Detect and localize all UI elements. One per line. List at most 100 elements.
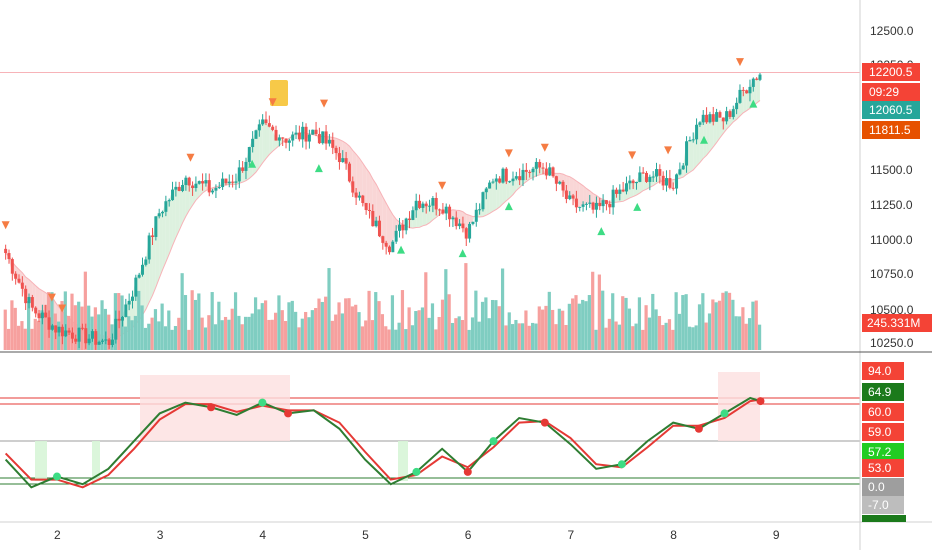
candle-body <box>538 161 542 168</box>
candle-body <box>327 139 331 144</box>
cross-dot <box>53 472 61 481</box>
oversold-zone <box>92 441 100 481</box>
band-segment <box>189 185 193 211</box>
band-segment <box>703 114 707 159</box>
candle-body <box>751 78 755 87</box>
candle-body <box>665 178 669 186</box>
volume-bar <box>704 322 708 350</box>
volume-bar <box>220 320 224 350</box>
volume-bar <box>711 299 715 350</box>
buy-signal-marker <box>314 164 323 173</box>
x-tick-label: 4 <box>259 528 266 542</box>
volume-bar <box>367 290 371 350</box>
x-tick-label: 8 <box>670 528 677 542</box>
volume-bar <box>127 316 131 350</box>
volume-bar <box>13 307 17 350</box>
volume-bar <box>247 316 251 350</box>
volume-bar <box>40 310 44 350</box>
volume-bar <box>477 321 481 350</box>
candle-body <box>221 178 225 188</box>
candle-body <box>741 89 745 91</box>
candle-body <box>491 181 495 183</box>
volume-bar <box>524 310 528 350</box>
candle-body <box>641 172 645 174</box>
volume-bar <box>487 318 491 350</box>
candle-body <box>94 331 98 345</box>
candle-body <box>511 178 515 182</box>
volume-bar <box>203 327 208 350</box>
volume-bar <box>707 313 712 350</box>
volume-bar <box>217 301 221 350</box>
candle-body <box>344 158 348 164</box>
volume-bar <box>250 313 254 350</box>
volume-bar <box>727 292 732 350</box>
band-segment <box>743 90 747 113</box>
cross-dot <box>617 460 626 469</box>
volume-bar <box>561 310 565 350</box>
band-segment <box>643 172 647 191</box>
volume-bar <box>180 273 184 350</box>
candle-body <box>618 189 622 194</box>
candle-body <box>217 187 221 189</box>
volume-bar <box>494 300 498 350</box>
candle-body <box>461 223 465 229</box>
candle-body <box>247 147 251 162</box>
band-segment <box>386 203 390 253</box>
sell-signal-marker <box>1 221 10 230</box>
volume-bar <box>347 298 351 350</box>
candle-body <box>391 241 395 253</box>
volume-bar <box>647 317 652 350</box>
candle-body <box>438 209 442 211</box>
candle-body <box>484 188 488 193</box>
volume-bar <box>107 314 111 350</box>
band-segment <box>382 196 387 247</box>
volume-tag <box>862 314 932 332</box>
buy-signal-marker <box>700 135 709 144</box>
band-segment <box>389 209 393 253</box>
y-tick-label: 10500.0 <box>870 303 914 317</box>
candle-body <box>321 131 325 144</box>
candle-body <box>207 180 211 193</box>
candle-body <box>481 192 485 210</box>
candle-body <box>708 114 712 123</box>
candle-body <box>578 206 582 208</box>
volume-bar <box>230 308 234 350</box>
volume-bar <box>37 320 41 350</box>
candle-body <box>711 114 715 122</box>
candle-body <box>644 172 648 182</box>
candle-body <box>601 200 605 207</box>
candle-body <box>621 189 625 192</box>
candle-body <box>474 209 478 222</box>
band-segment <box>269 126 273 155</box>
y-tick-label: 11250.0 <box>870 198 913 212</box>
candle-body <box>695 124 699 140</box>
volume-bar <box>574 295 578 350</box>
candle-body <box>4 248 8 254</box>
volume-bar <box>484 297 488 350</box>
price-tag <box>862 101 920 119</box>
band-segment <box>586 188 590 204</box>
candle-body <box>501 168 505 183</box>
candle-body <box>34 307 38 314</box>
band-segment <box>706 114 710 156</box>
candle-body <box>171 189 175 201</box>
candle-body <box>638 172 642 182</box>
candle-body <box>728 111 732 117</box>
oversold-zone <box>398 441 408 481</box>
volume-bar <box>497 306 501 350</box>
price-tag <box>862 121 920 139</box>
band-segment <box>689 139 694 173</box>
volume-bar <box>213 324 218 350</box>
candle-body <box>124 304 128 317</box>
oversold-zone <box>35 441 47 481</box>
band-segment <box>359 158 363 203</box>
volume-bar <box>657 315 662 350</box>
volume-bar <box>691 327 695 350</box>
candle-body <box>154 216 158 237</box>
volume-bar <box>537 306 541 350</box>
volume-bar <box>337 302 341 350</box>
volume-bar <box>507 312 511 350</box>
level-tag-label: 59.0 <box>868 425 892 439</box>
